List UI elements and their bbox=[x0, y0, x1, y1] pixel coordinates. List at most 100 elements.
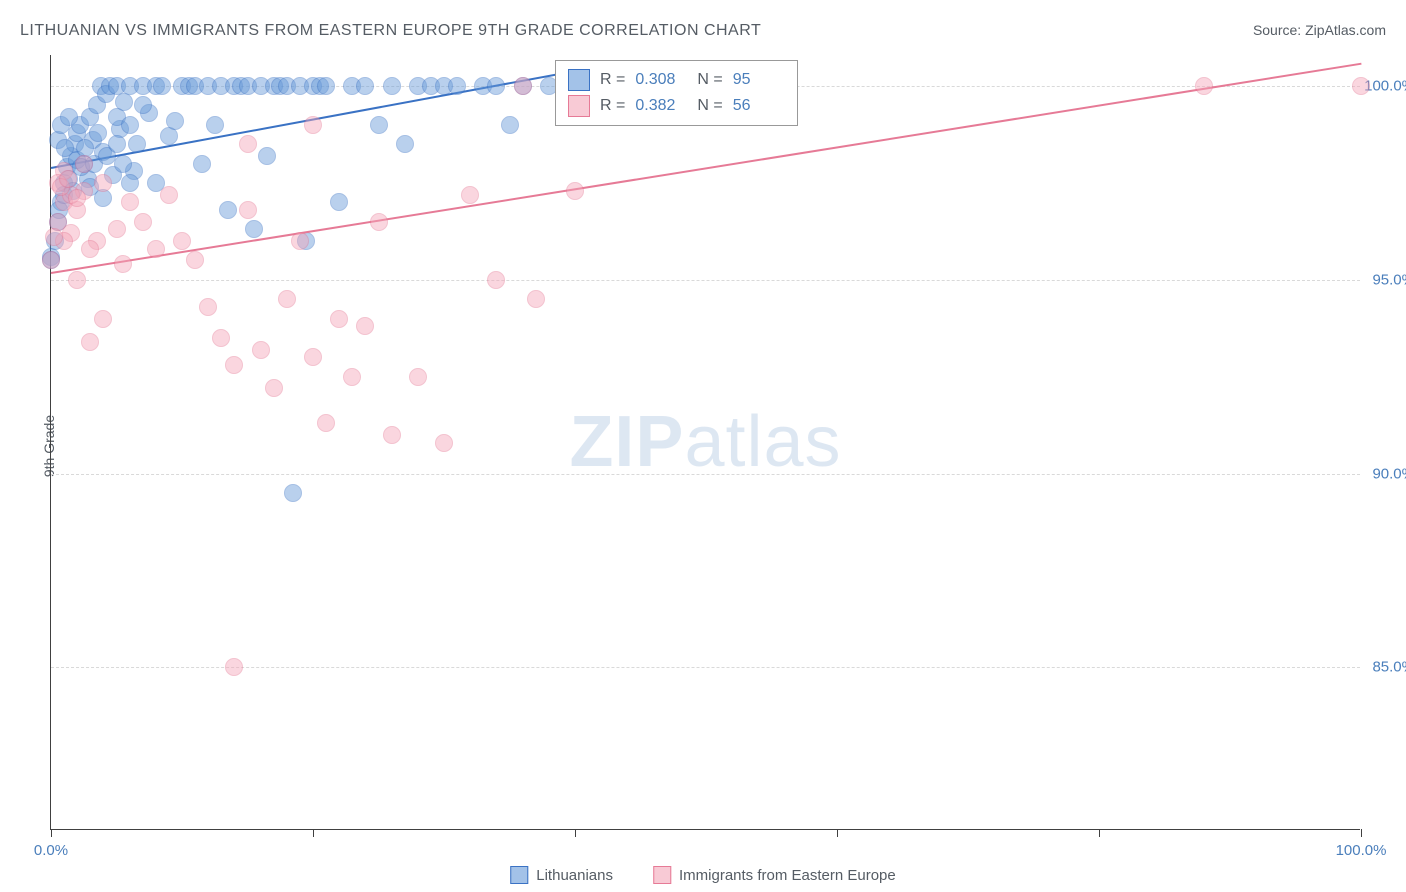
r-label: R = bbox=[600, 97, 625, 115]
data-point-immigrants bbox=[68, 189, 86, 207]
legend-item-immigrants: Immigrants from Eastern Europe bbox=[653, 866, 896, 884]
x-tick bbox=[51, 829, 52, 837]
n-value: 95 bbox=[733, 71, 785, 89]
data-point-immigrants bbox=[81, 240, 99, 258]
x-tick-label: 100.0% bbox=[1336, 842, 1387, 859]
stats-legend-row-immigrants: R =0.382N =56 bbox=[568, 93, 785, 119]
data-point-immigrants bbox=[278, 290, 296, 308]
data-point-lithuanians bbox=[330, 193, 348, 211]
n-label: N = bbox=[697, 71, 722, 89]
data-point-lithuanians bbox=[128, 135, 146, 153]
data-point-lithuanians bbox=[383, 77, 401, 95]
legend-label-immigrants: Immigrants from Eastern Europe bbox=[679, 867, 896, 884]
data-point-immigrants bbox=[383, 426, 401, 444]
watermark-bold: ZIP bbox=[569, 402, 684, 482]
y-tick-label: 95.0% bbox=[1372, 271, 1406, 288]
data-point-immigrants bbox=[435, 434, 453, 452]
data-point-lithuanians bbox=[193, 155, 211, 173]
data-point-lithuanians bbox=[160, 127, 178, 145]
y-tick-label: 100.0% bbox=[1364, 78, 1406, 95]
data-point-immigrants bbox=[343, 368, 361, 386]
data-point-lithuanians bbox=[370, 116, 388, 134]
bottom-legend: Lithuanians Immigrants from Eastern Euro… bbox=[510, 866, 895, 884]
x-tick bbox=[1099, 829, 1100, 837]
data-point-immigrants bbox=[45, 228, 63, 246]
data-point-immigrants bbox=[461, 186, 479, 204]
data-point-immigrants bbox=[225, 356, 243, 374]
data-point-lithuanians bbox=[121, 174, 139, 192]
data-point-immigrants bbox=[239, 201, 257, 219]
data-point-lithuanians bbox=[219, 201, 237, 219]
data-point-lithuanians bbox=[153, 77, 171, 95]
n-value: 56 bbox=[733, 97, 785, 115]
data-point-immigrants bbox=[409, 368, 427, 386]
data-point-lithuanians bbox=[317, 77, 335, 95]
data-point-lithuanians bbox=[89, 124, 107, 142]
data-point-immigrants bbox=[173, 232, 191, 250]
x-tick-label: 0.0% bbox=[34, 842, 68, 859]
x-tick bbox=[837, 829, 838, 837]
data-point-lithuanians bbox=[396, 135, 414, 153]
data-point-immigrants bbox=[356, 317, 374, 335]
data-point-immigrants bbox=[199, 298, 217, 316]
data-point-lithuanians bbox=[121, 116, 139, 134]
data-point-immigrants bbox=[108, 220, 126, 238]
data-point-immigrants bbox=[225, 658, 243, 676]
data-point-immigrants bbox=[114, 255, 132, 273]
watermark-light: atlas bbox=[684, 402, 841, 482]
data-point-immigrants bbox=[265, 379, 283, 397]
data-point-immigrants bbox=[1352, 77, 1370, 95]
data-point-immigrants bbox=[239, 135, 257, 153]
data-point-immigrants bbox=[487, 271, 505, 289]
data-point-lithuanians bbox=[166, 112, 184, 130]
data-point-immigrants bbox=[42, 251, 60, 269]
source-attribution: Source: ZipAtlas.com bbox=[1253, 22, 1386, 38]
data-point-immigrants bbox=[212, 329, 230, 347]
data-point-lithuanians bbox=[114, 155, 132, 173]
data-point-immigrants bbox=[147, 240, 165, 258]
data-point-immigrants bbox=[121, 193, 139, 211]
source-prefix: Source: bbox=[1253, 22, 1305, 38]
data-point-lithuanians bbox=[487, 77, 505, 95]
grid-line bbox=[51, 280, 1360, 281]
data-point-immigrants bbox=[75, 155, 93, 173]
x-tick bbox=[575, 829, 576, 837]
data-point-lithuanians bbox=[245, 220, 263, 238]
data-point-immigrants bbox=[134, 213, 152, 231]
data-point-immigrants bbox=[527, 290, 545, 308]
legend-item-lithuanians: Lithuanians bbox=[510, 866, 613, 884]
data-point-immigrants bbox=[370, 213, 388, 231]
data-point-lithuanians bbox=[501, 116, 519, 134]
data-point-immigrants bbox=[94, 174, 112, 192]
r-label: R = bbox=[600, 71, 625, 89]
grid-line bbox=[51, 667, 1360, 668]
n-label: N = bbox=[697, 97, 722, 115]
chart-title: LITHUANIAN VS IMMIGRANTS FROM EASTERN EU… bbox=[20, 22, 761, 40]
data-point-immigrants bbox=[160, 186, 178, 204]
stats-legend-row-lithuanians: R =0.308N =95 bbox=[568, 67, 785, 93]
y-tick-label: 90.0% bbox=[1372, 465, 1406, 482]
data-point-lithuanians bbox=[448, 77, 466, 95]
data-point-lithuanians bbox=[60, 108, 78, 126]
data-point-immigrants bbox=[330, 310, 348, 328]
legend-swatch-immigrants bbox=[653, 866, 671, 884]
data-point-lithuanians bbox=[94, 189, 112, 207]
data-point-immigrants bbox=[81, 333, 99, 351]
data-point-immigrants bbox=[1195, 77, 1213, 95]
scatter-plot-area: ZIPatlas 85.0%90.0%95.0%100.0%0.0%100.0% bbox=[50, 55, 1360, 830]
x-tick bbox=[313, 829, 314, 837]
source-link[interactable]: ZipAtlas.com bbox=[1305, 22, 1386, 38]
data-point-immigrants bbox=[514, 77, 532, 95]
data-point-lithuanians bbox=[258, 147, 276, 165]
grid-line bbox=[51, 474, 1360, 475]
data-point-immigrants bbox=[566, 182, 584, 200]
data-point-lithuanians bbox=[108, 135, 126, 153]
x-tick bbox=[1361, 829, 1362, 837]
stats-swatch bbox=[568, 69, 590, 91]
data-point-lithuanians bbox=[206, 116, 224, 134]
data-point-immigrants bbox=[317, 414, 335, 432]
data-point-immigrants bbox=[94, 310, 112, 328]
stats-legend-box: R =0.308N =95R =0.382N =56 bbox=[555, 60, 798, 126]
y-tick-label: 85.0% bbox=[1372, 659, 1406, 676]
data-point-immigrants bbox=[59, 170, 77, 188]
